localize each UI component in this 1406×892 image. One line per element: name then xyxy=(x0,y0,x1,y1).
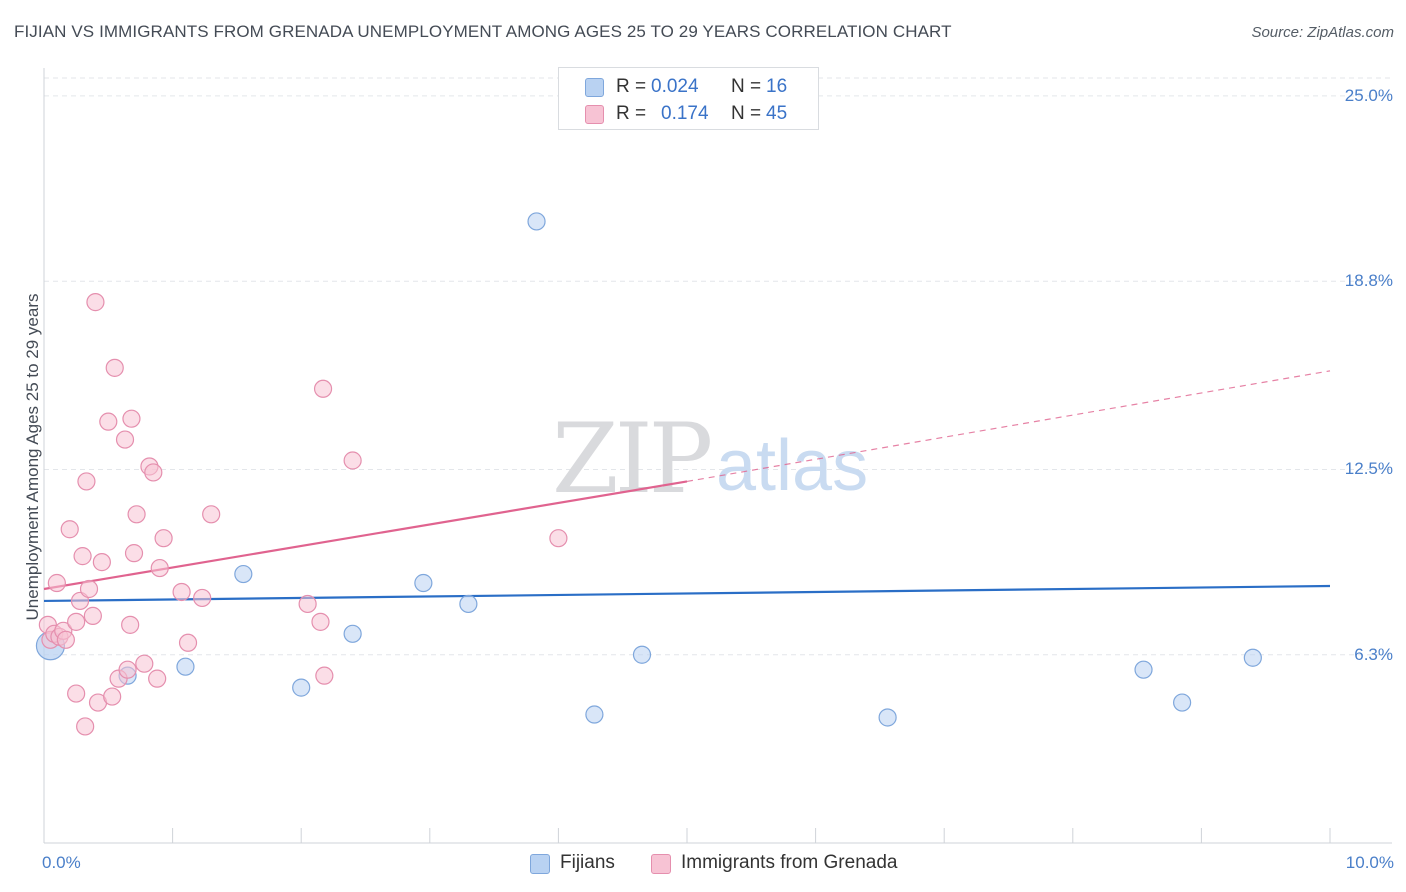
watermark-atlas: atlas xyxy=(716,426,868,506)
y-tick-label: 25.0% xyxy=(1344,85,1393,105)
grenada-data-point xyxy=(193,588,212,608)
watermark-zip: ZIP xyxy=(552,403,711,515)
grenada-trend-line xyxy=(43,480,688,591)
grenada-data-point xyxy=(135,654,154,673)
axis-layer xyxy=(43,68,1392,844)
grenada-data-point xyxy=(172,582,191,602)
fijians-data-point xyxy=(176,657,195,676)
grenada-data-point xyxy=(122,409,141,428)
points-layer xyxy=(35,68,1262,736)
grenada-data-point xyxy=(118,660,137,679)
grenada-data-point xyxy=(311,612,330,631)
stats-legend: R = 0.024 N = 16 R = 0.174 N = 45 xyxy=(558,67,819,130)
grenada-data-point xyxy=(121,615,140,634)
grenada-data-point xyxy=(298,594,317,614)
n-label: N = xyxy=(731,103,762,124)
chart-title: FIJIAN VS IMMIGRANTS FROM GRENADA UNEMPL… xyxy=(14,22,952,41)
fijians-data-point xyxy=(1173,693,1192,712)
fijians-swatch xyxy=(585,78,604,97)
grenada-legend-swatch xyxy=(651,854,671,874)
x-tick-label: 10.0% xyxy=(1345,853,1394,872)
grenada-data-point xyxy=(77,472,96,491)
grenada-data-point xyxy=(73,547,92,566)
grenada-data-point xyxy=(313,379,333,398)
grenada-data-point xyxy=(60,520,79,539)
grenada-data-point xyxy=(127,505,146,524)
fijians-data-point xyxy=(292,678,311,697)
grenada-data-point xyxy=(67,612,86,631)
grenada-swatch xyxy=(585,105,604,124)
fijians-data-point xyxy=(632,645,652,664)
grenada-data-point xyxy=(148,669,167,688)
y-tick-label: 18.8% xyxy=(1344,271,1393,291)
fijians-data-point xyxy=(878,708,897,727)
grenada-data-point xyxy=(56,630,75,649)
r-label: R = xyxy=(616,76,647,97)
grenada-data-point xyxy=(549,529,568,548)
grenada-data-point xyxy=(124,544,144,563)
grenada-data-point xyxy=(178,633,198,652)
grenada-data-point xyxy=(76,717,95,736)
n-value: 45 xyxy=(766,103,788,124)
grenada-data-point xyxy=(144,463,163,482)
r-label: R = xyxy=(616,103,647,124)
n-value: 16 xyxy=(766,76,788,97)
fijians-data-point xyxy=(343,624,362,643)
grenada-data-point xyxy=(315,666,334,685)
grenada-data-point xyxy=(99,412,118,431)
grenada-data-point xyxy=(79,579,99,599)
fijians-data-point xyxy=(527,212,546,231)
watermark: ZIP atlas xyxy=(552,403,868,515)
source-credit: Source: ZipAtlas.com xyxy=(1251,24,1394,41)
fijians-data-point xyxy=(459,594,478,614)
grenada-data-point xyxy=(202,505,221,524)
grenada-data-point xyxy=(67,684,86,703)
grenada-data-point xyxy=(92,553,111,572)
grenada-data-point xyxy=(103,687,122,706)
grenada-trend-extension xyxy=(686,370,1331,483)
y-tick-label: 12.5% xyxy=(1344,459,1393,479)
r-value: 0.174 xyxy=(661,103,709,124)
y-tick-label: 6.3% xyxy=(1354,644,1393,664)
grenada-data-point xyxy=(83,606,102,625)
fijians-data-point xyxy=(585,705,604,724)
fijians-data-point xyxy=(414,573,433,593)
grenada-data-point xyxy=(343,451,362,470)
grenada-data-point xyxy=(47,573,66,593)
n-label: N = xyxy=(731,76,762,97)
fijians-legend-label: Fijians xyxy=(560,852,615,873)
fijians-legend-swatch xyxy=(530,854,550,874)
grenada-legend-label: Immigrants from Grenada xyxy=(681,852,898,873)
grenada-data-point xyxy=(150,558,169,578)
grenada-data-point xyxy=(154,529,173,548)
r-value: 0.024 xyxy=(651,76,699,97)
fijians-data-point xyxy=(1243,648,1262,667)
x-tick-label: 0.0% xyxy=(42,853,81,872)
grenada-data-point xyxy=(86,293,105,312)
grenada-data-point xyxy=(105,358,124,377)
grenada-data-point xyxy=(115,430,135,449)
fijians-data-point xyxy=(1134,660,1153,679)
fijians-trend-line xyxy=(43,584,1331,603)
fijians-data-point xyxy=(234,564,253,584)
